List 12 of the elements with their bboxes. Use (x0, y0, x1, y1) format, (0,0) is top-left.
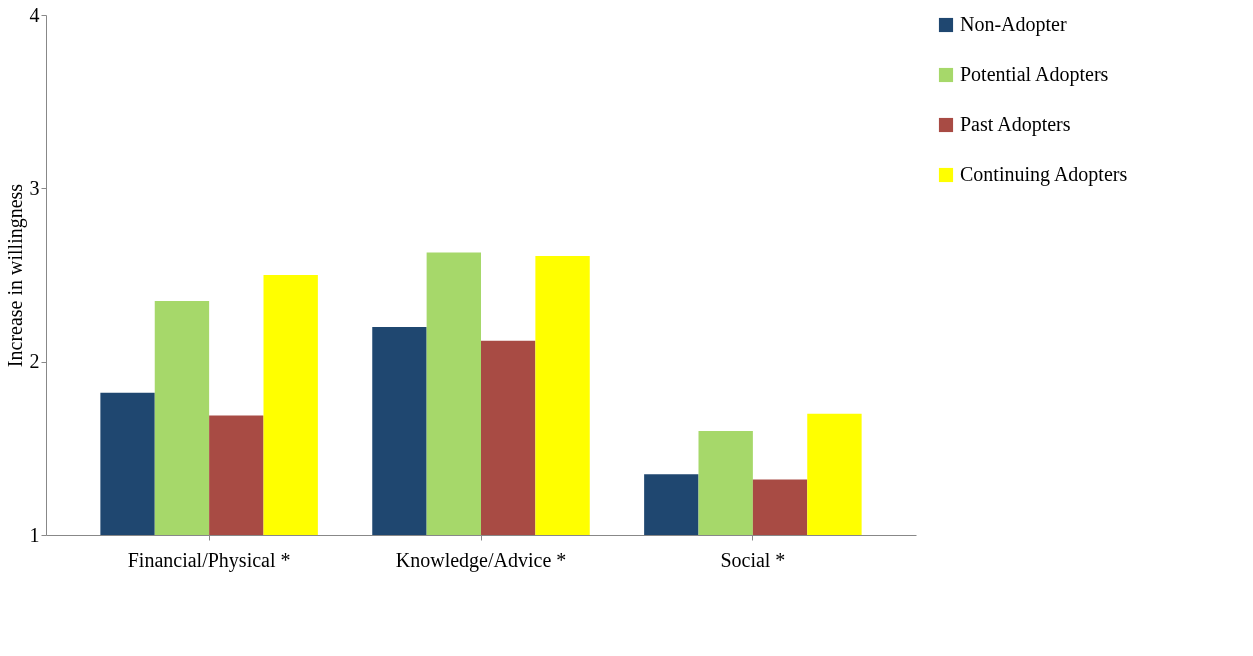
legend-label: Non-Adopter (960, 13, 1067, 36)
x-tick-label: Knowledge/Advice * (395, 548, 567, 572)
y-tick-label: 1 (29, 523, 40, 546)
x-tick-label: Financial/Physical * (127, 548, 291, 572)
y-tick-label: 2 (29, 350, 40, 373)
legend-label: Continuing Adopters (960, 163, 1128, 186)
y-tick-label: 3 (29, 176, 40, 199)
legend-label: Potential Adopters (960, 63, 1109, 86)
y-tick-label: 4 (29, 3, 40, 26)
x-tick-label: Social * (720, 548, 786, 571)
y-axis-title: Increase in willingness (3, 183, 27, 368)
legend-label: Past Adopters (960, 113, 1071, 136)
